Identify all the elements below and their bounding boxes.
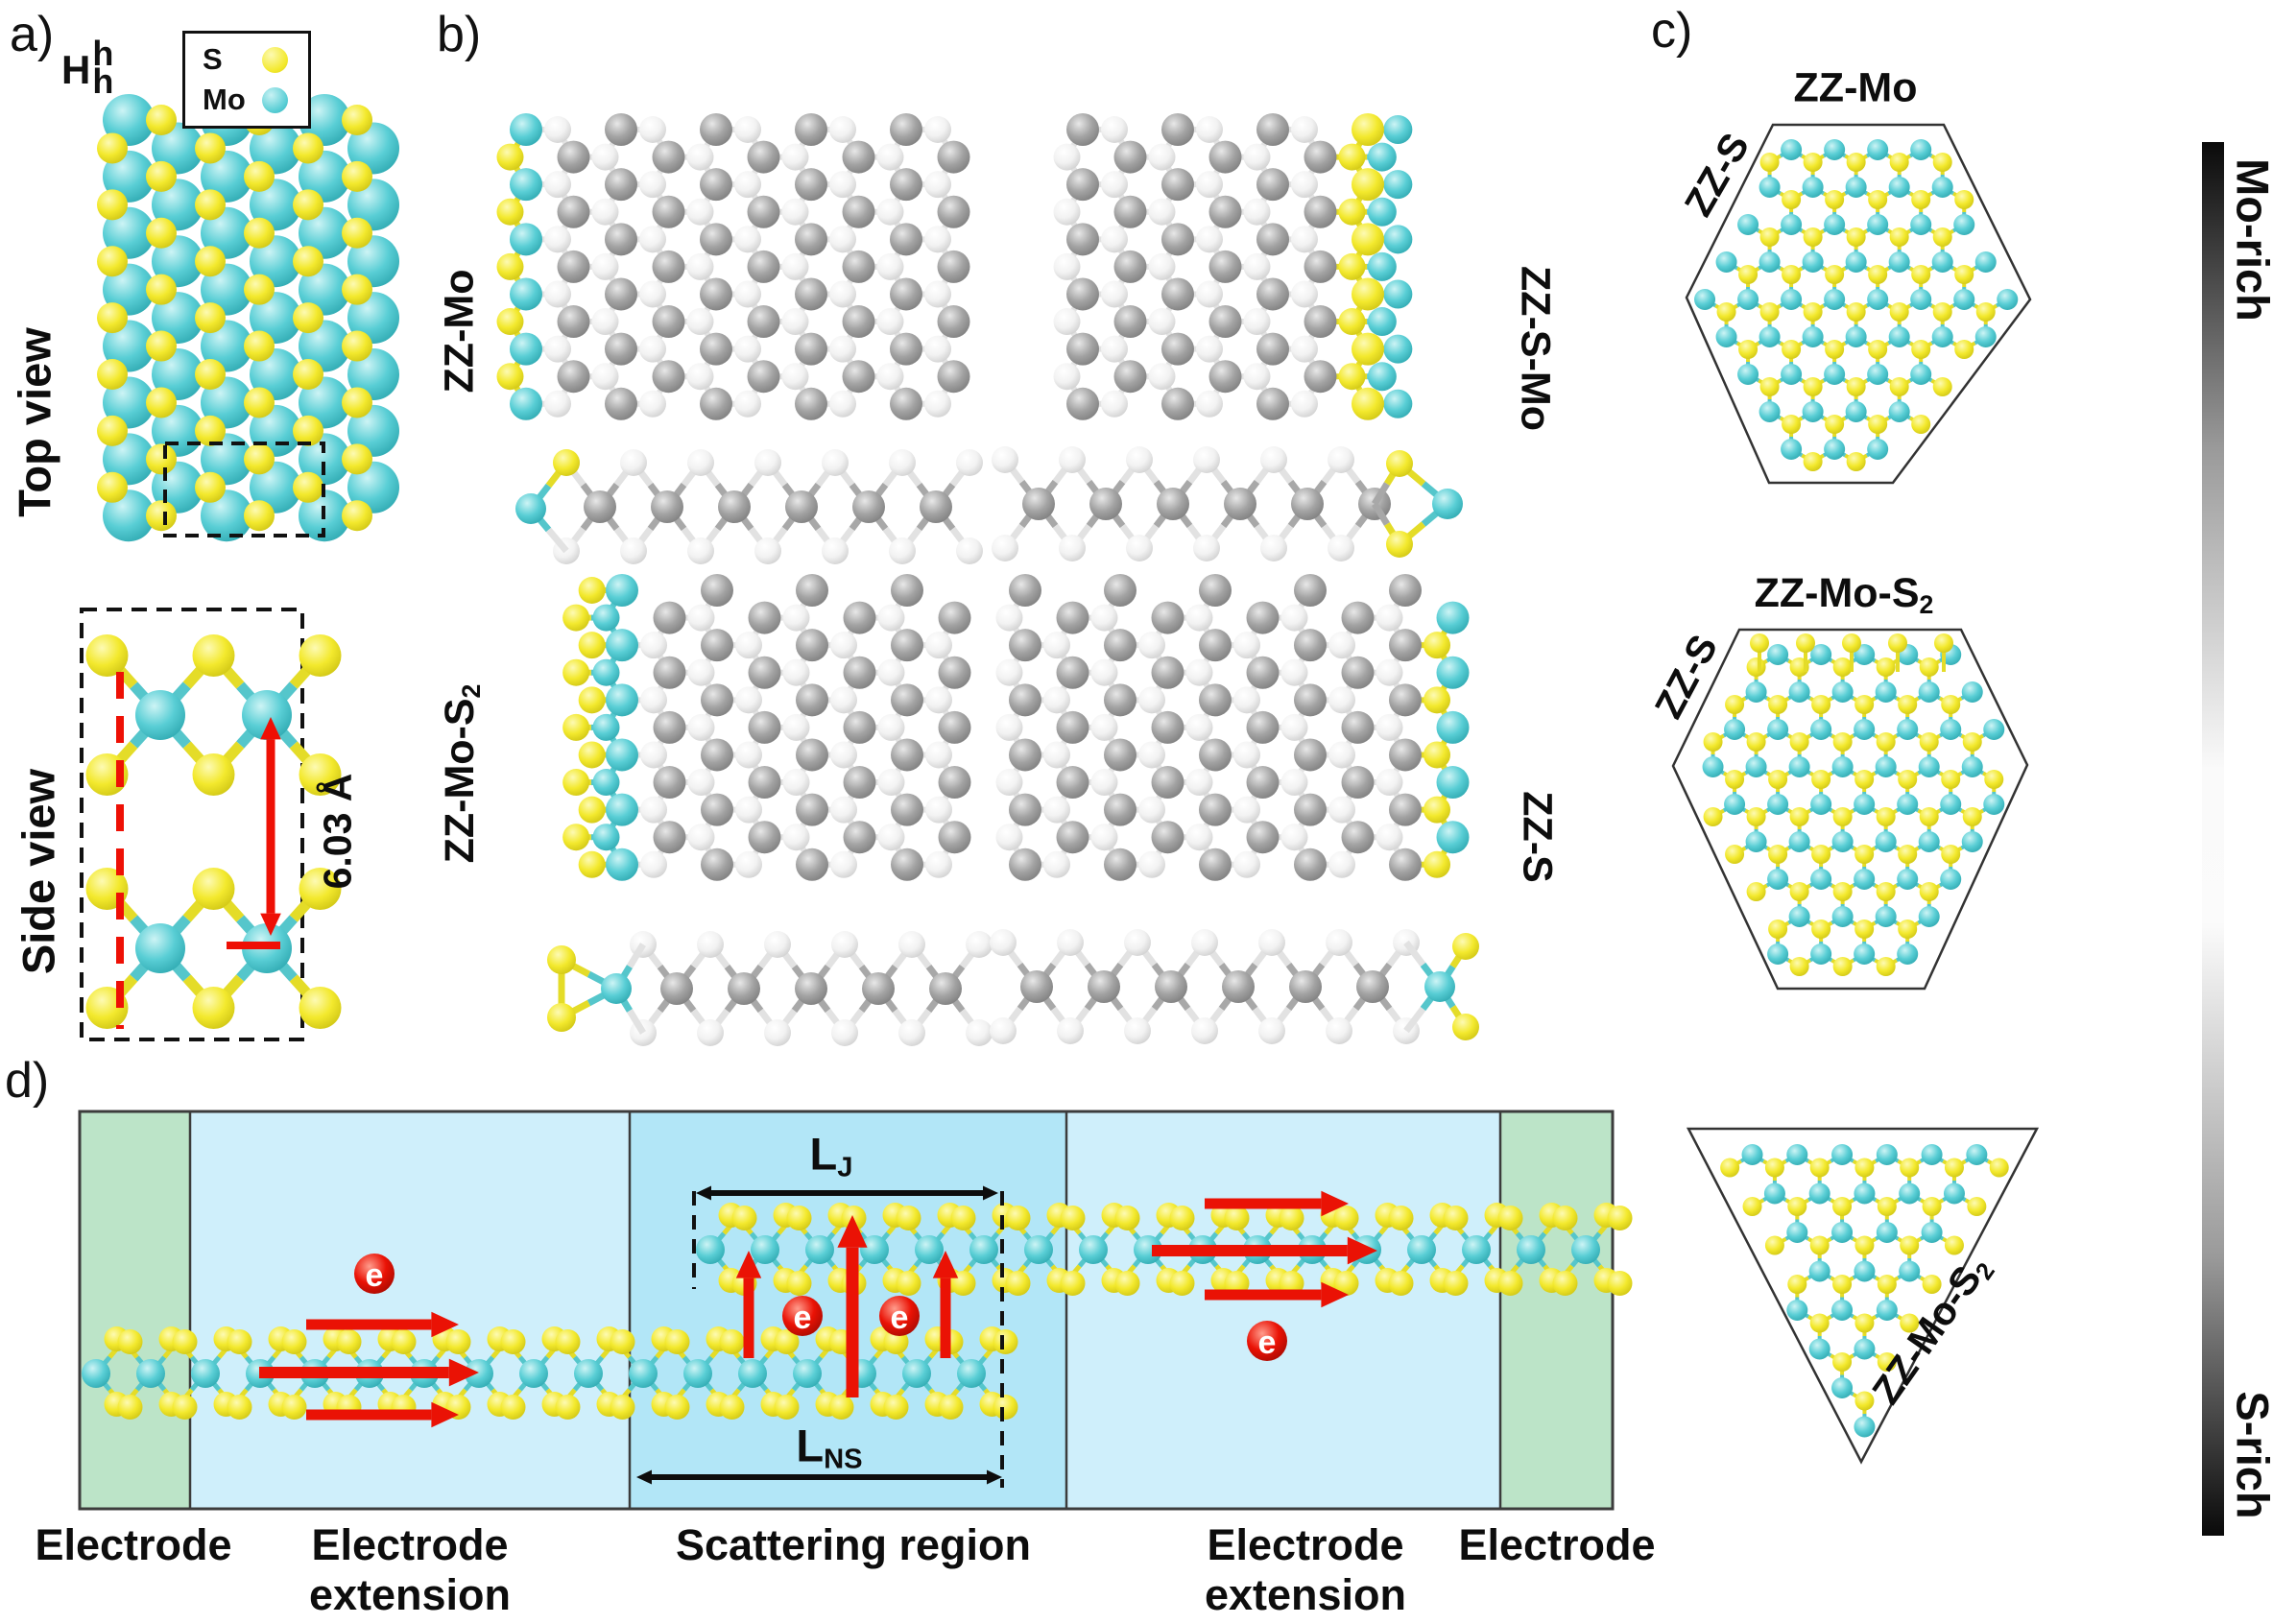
device-upper-nanoribbon <box>696 1203 1633 1296</box>
panel-b-label: b) <box>437 7 482 62</box>
ribbon-zz-mo-s2-side-view <box>547 931 993 1046</box>
composition-gradient-bar <box>2202 142 2224 1536</box>
mo-rich-label: Mo-rich <box>2227 158 2273 322</box>
zz-mo-s2-edge-label: ZZ-Mo-S2 <box>437 683 486 864</box>
atom-legend: S Mo <box>182 31 311 129</box>
nanosheet-length-label: LNS <box>796 1420 863 1475</box>
ribbon-zz-s-top-view <box>995 574 1470 881</box>
flake3-lattice <box>1720 1144 2009 1438</box>
electron-marker: e <box>879 1296 920 1336</box>
junction-length-label: LJ <box>809 1128 853 1183</box>
ribbon-zz-s-side-view <box>990 929 1479 1044</box>
extension-left-region <box>190 1111 630 1509</box>
s-rich-label: S-rich <box>2227 1391 2273 1519</box>
flake1-title: ZZ-Mo <box>1793 64 1918 111</box>
extension-right-label: Electrode extension <box>1204 1520 1407 1620</box>
molybdenum-atom-icon <box>262 86 288 113</box>
flake3-outline <box>1686 1127 2040 1465</box>
flake2-lattice <box>1702 644 2005 976</box>
sulfur-atom-icon <box>262 46 288 73</box>
ribbon-zz-s-mo-top-view <box>1053 113 1413 420</box>
electron-marker: e <box>354 1254 395 1294</box>
ribbon-zz-s-mo-side-view <box>992 446 1463 561</box>
device-box <box>78 1110 1615 1511</box>
passivation-notation: H h h <box>61 34 114 101</box>
panel-c-label: c) <box>1651 3 1693 59</box>
notation-top: h <box>92 34 114 73</box>
extension-right-region <box>1066 1111 1500 1509</box>
side-view-cell-box <box>80 608 304 1041</box>
ribbon-zz-mo-side-view <box>515 449 983 564</box>
unit-cell-box <box>163 442 325 537</box>
electron-marker: e <box>1247 1321 1287 1361</box>
electron-symbol: e <box>1258 1325 1277 1361</box>
electron-symbol: e <box>794 1300 812 1336</box>
electrode-left-label: Electrode <box>35 1520 232 1569</box>
scattering-region-label: Scattering region <box>675 1520 1032 1569</box>
ribbon-zz-mo-top-view <box>496 113 970 420</box>
molybdenum-legend-label: Mo <box>203 83 246 116</box>
zz-mo-edge-label: ZZ-Mo <box>436 269 483 394</box>
electron-marker: e <box>782 1296 823 1336</box>
sulfur-legend-label: S <box>203 42 223 76</box>
panel-a-top-view-lattice <box>97 94 399 542</box>
electrode-right-region <box>1500 1111 1613 1509</box>
flake1-outline <box>1685 123 2032 485</box>
extension-left-label: Electrode extension <box>308 1520 512 1620</box>
notation-base: H <box>61 46 91 92</box>
top-view-label: Top view <box>9 327 60 517</box>
flake2-outline <box>1671 628 2029 991</box>
electron-symbol: e <box>891 1300 909 1336</box>
electrode-right-label: Electrode <box>1458 1520 1656 1569</box>
layer-distance-label: 6.03 Å <box>315 773 360 890</box>
electron-symbol: e <box>366 1257 384 1294</box>
side-view-layer-1 <box>85 634 342 796</box>
ribbon-zz-mo-s2-top-view <box>562 574 971 881</box>
notation-bottom: h <box>92 60 114 101</box>
panel-d-label: d) <box>5 1053 50 1109</box>
panel-a-label: a) <box>10 7 55 62</box>
zz-s-mo-edge-label: ZZ-S-Mo <box>1512 266 1559 431</box>
electrode-left-region <box>80 1111 190 1509</box>
zz-s-edge-label: ZZ-S <box>1514 791 1561 883</box>
side-view-label: Side view <box>12 768 64 975</box>
device-lower-nanoribbon <box>82 1326 1018 1420</box>
flake1-lattice <box>1694 139 2019 471</box>
flake2-title: ZZ-Mo-S2 <box>1754 570 1934 619</box>
